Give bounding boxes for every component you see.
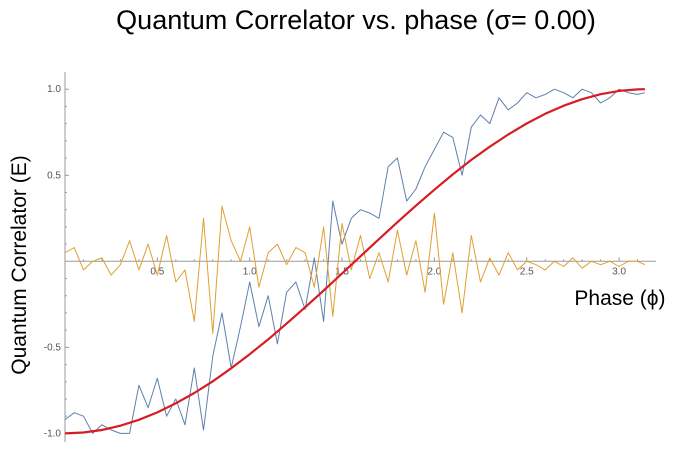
series-line-theory <box>64 88 645 435</box>
y-tick-label: 1.0 <box>47 84 61 95</box>
axes: 0.5 1.0 1.5 2.0 2.5 3.0-1.0-0.50.51.0 <box>44 72 656 442</box>
x-axis-label: Phase (ϕ) <box>574 287 665 310</box>
series-layer <box>64 88 646 435</box>
series-line-orthogonal <box>64 205 646 335</box>
y-tick-label: -0.5 <box>44 342 62 353</box>
y-tick-label: -1.0 <box>44 428 62 439</box>
y-axis-label: Quantum Correlator (E) <box>8 155 31 374</box>
x-tick-label: 3.0 <box>612 266 626 277</box>
chart-title: Quantum Correlator vs. phase (σ= 0.00) <box>116 5 596 35</box>
y-tick-label: 0.5 <box>47 170 61 181</box>
x-tick-label: 2.0 <box>427 266 441 277</box>
x-tick-label: 0.5 <box>150 266 164 277</box>
series-line-measured <box>64 88 646 434</box>
x-tick-label: 1.0 <box>243 266 257 277</box>
x-tick-label: 2.5 <box>520 266 534 277</box>
